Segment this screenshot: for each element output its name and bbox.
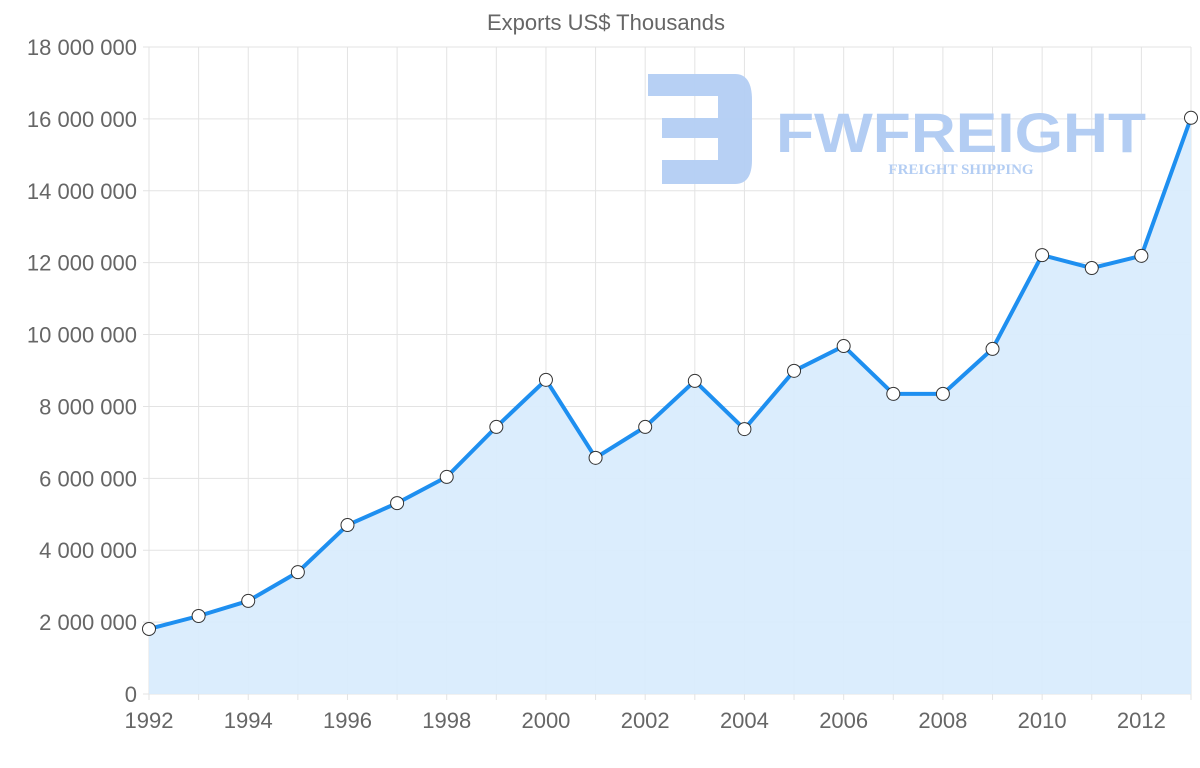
data-point[interactable]: [390, 496, 405, 511]
y-tick-label: 4 000 000: [39, 538, 137, 563]
x-tick-label: 2006: [819, 708, 868, 733]
x-tick-label: 2002: [621, 708, 670, 733]
y-tick-label: 16 000 000: [27, 107, 137, 132]
data-point[interactable]: [290, 565, 305, 580]
data-point[interactable]: [538, 372, 553, 387]
data-point[interactable]: [340, 518, 355, 533]
watermark-logo: FWFREIGHT FREIGHT SHIPPING: [648, 74, 1146, 184]
x-tick-label: 2008: [918, 708, 967, 733]
data-point[interactable]: [638, 419, 653, 434]
data-point[interactable]: [1184, 110, 1198, 125]
x-tick-label: 1998: [422, 708, 471, 733]
y-tick-label: 6 000 000: [39, 466, 137, 491]
series-layer: [142, 110, 1198, 695]
x-tick-label: 2000: [521, 708, 570, 733]
series-line: [148, 117, 1193, 631]
x-tick-label: 2010: [1018, 708, 1067, 733]
data-point[interactable]: [935, 386, 950, 401]
y-tick-label: 8 000 000: [39, 394, 137, 419]
y-tick-label: 0: [125, 682, 137, 707]
axes: 0 2 000 000 4 000 000 6 000 000 8 000 000 10 …: [27, 35, 1166, 733]
data-point[interactable]: [241, 593, 256, 608]
logo-mark-icon: [648, 74, 752, 184]
x-tick-label: 1992: [125, 708, 174, 733]
data-point[interactable]: [886, 386, 901, 401]
data-point[interactable]: [439, 469, 454, 484]
data-point[interactable]: [737, 422, 752, 437]
y-tick-label: 14 000 000: [27, 179, 137, 204]
data-point[interactable]: [1084, 261, 1099, 276]
data-point[interactable]: [836, 339, 851, 354]
watermark-brand: FWFREIGHT: [776, 101, 1146, 164]
data-point[interactable]: [787, 363, 802, 378]
data-point[interactable]: [985, 341, 1000, 356]
y-tick-label: 10 000 000: [27, 323, 137, 348]
y-tick-label: 2 000 000: [39, 610, 137, 635]
data-point[interactable]: [191, 609, 206, 624]
x-tick-label: 1996: [323, 708, 372, 733]
data-point[interactable]: [588, 450, 603, 465]
data-point[interactable]: [142, 621, 156, 636]
y-tick-label: 12 000 000: [27, 251, 137, 276]
y-tick-label: 18 000 000: [27, 35, 137, 60]
data-point[interactable]: [489, 419, 504, 434]
x-tick-label: 2012: [1117, 708, 1166, 733]
chart-title: Exports US$ Thousands: [487, 10, 725, 35]
data-point[interactable]: [1134, 248, 1149, 263]
data-point[interactable]: [1035, 248, 1050, 263]
x-tick-label: 2004: [720, 708, 769, 733]
x-tick-label: 1994: [224, 708, 273, 733]
data-point[interactable]: [687, 373, 702, 388]
watermark-tagline: FREIGHT SHIPPING: [888, 162, 1033, 178]
